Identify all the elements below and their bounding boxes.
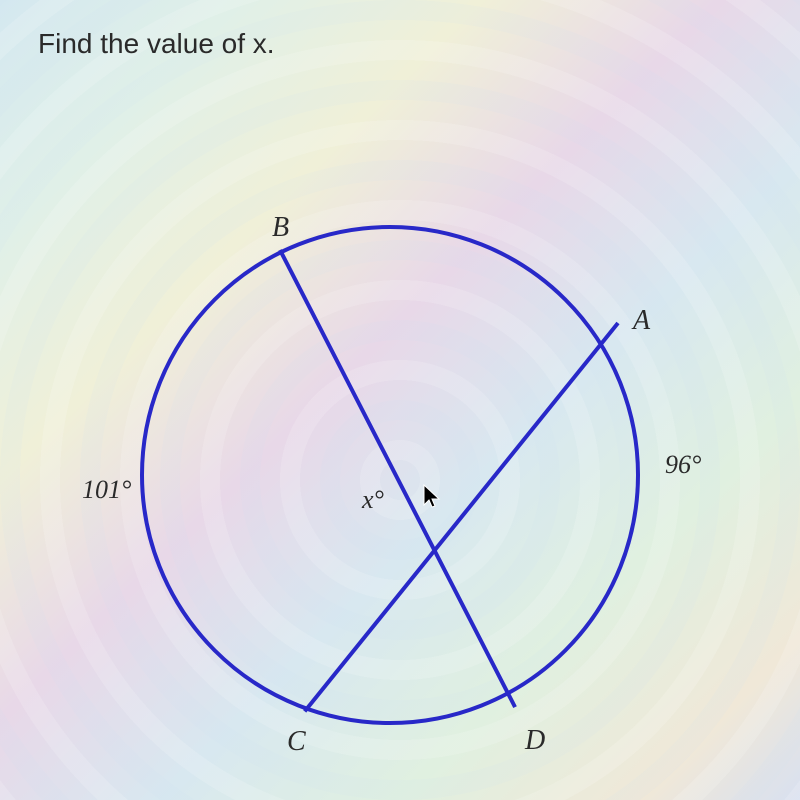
- angle-label-x: x°: [362, 485, 384, 515]
- point-label-D: D: [525, 725, 545, 757]
- point-label-C: C: [287, 726, 306, 758]
- arc-label-BC: 101°: [82, 475, 131, 505]
- circle-outline: [140, 225, 640, 725]
- circle-diagram: A B C D 101° 96° x°: [100, 175, 680, 755]
- point-label-B: B: [272, 212, 289, 244]
- arc-label-AD: 96°: [665, 450, 701, 480]
- question-prompt: Find the value of x.: [38, 28, 275, 60]
- point-label-A: A: [633, 305, 650, 337]
